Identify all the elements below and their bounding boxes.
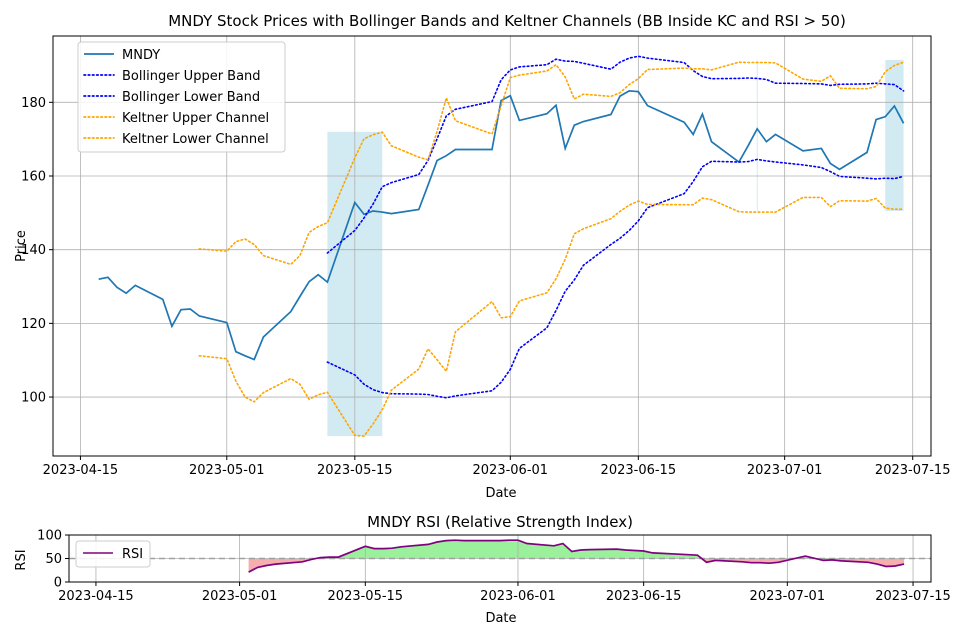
legend-label-price-line-mndy: MNDY — [122, 48, 160, 63]
rsi-legend: RSI — [75, 540, 151, 568]
price-y-tick-label: 160 — [21, 170, 46, 185]
rsi-y-tick-label: 100 — [37, 529, 62, 544]
price-x-tick-label: 2023-05-15 — [317, 463, 393, 478]
legend-label-bollinger-upper-line: Bollinger Upper Band — [122, 69, 261, 84]
price-gridlines — [53, 36, 931, 456]
keltner-lower-line — [198, 196, 905, 437]
squeeze-region-3 — [885, 59, 904, 211]
rsi-x-tick-label: 2023-06-15 — [606, 589, 682, 604]
rsi-y-ticks: 0 50 100 — [37, 529, 69, 591]
rsi-legend-box — [75, 540, 151, 568]
legend-label-keltner-upper-line: Keltner Upper Channel — [122, 111, 269, 126]
rsi-series-line — [248, 539, 905, 573]
rsi-fill-below-50 — [701, 558, 795, 564]
rsi-x-ticks: 2023-04-15 2023-05-01 2023-05-15 2023-06-01… — [58, 582, 951, 604]
rsi-chart-title: MNDY RSI (Relative Strength Index) — [367, 513, 633, 531]
rsi-x-tick-label: 2023-07-01 — [750, 589, 826, 604]
price-legend-box — [77, 41, 286, 153]
rsi-y-tick-label: 0 — [54, 576, 62, 591]
bollinger-lower-line — [326, 158, 905, 399]
rsi-chart: MNDY RSI (Relative Strength Index) 2023-… — [14, 513, 951, 626]
rsi-x-tick-label: 2023-06-01 — [480, 589, 556, 604]
price-y-tick-label: 140 — [21, 243, 46, 258]
price-x-tick-label: 2023-06-15 — [601, 463, 677, 478]
price-y-ticks: 100 120 140 160 180 — [21, 96, 53, 406]
price-x-tick-label: 2023-06-01 — [473, 463, 549, 478]
keltner-upper-line — [198, 61, 905, 266]
rsi-legend-label: RSI — [122, 547, 143, 562]
rsi-line — [248, 539, 905, 573]
rsi-x-tick-label: 2023-05-15 — [328, 589, 404, 604]
price-y-tick-label: 100 — [21, 391, 46, 406]
price-line-mndy — [98, 90, 905, 361]
rsi-fill-below-50 — [815, 558, 905, 567]
squeeze-region-2 — [756, 59, 758, 211]
price-x-tick-label: 2023-07-01 — [747, 463, 823, 478]
rsi-fill-above-50 — [315, 540, 702, 559]
legend-label-bollinger-lower-line: Bollinger Lower Band — [122, 90, 260, 105]
price-axes-frame — [52, 35, 932, 457]
price-x-tick-label: 2023-04-15 — [43, 463, 119, 478]
price-chart: MNDY Stock Prices with Bollinger Bands a… — [14, 12, 950, 501]
rsi-y-axis-label: RSI — [14, 549, 29, 570]
rsi-x-axis-label: Date — [485, 611, 516, 626]
price-chart-title: MNDY Stock Prices with Bollinger Bands a… — [168, 12, 846, 30]
rsi-x-tick-label: 2023-05-01 — [202, 589, 278, 604]
price-x-tick-label: 2023-07-15 — [875, 463, 951, 478]
rsi-x-tick-label: 2023-04-15 — [58, 589, 134, 604]
price-series-lines — [98, 55, 905, 437]
price-x-tick-label: 2023-05-01 — [189, 463, 265, 478]
price-y-axis-label: Price — [14, 230, 29, 262]
price-y-tick-label: 120 — [21, 317, 46, 332]
rsi-x-tick-label: 2023-07-15 — [875, 589, 951, 604]
price-x-ticks: 2023-04-15 2023-05-01 2023-05-15 2023-06-01… — [43, 456, 951, 478]
rsi-y-tick-label: 50 — [45, 552, 62, 567]
price-legend: MNDY Bollinger Upper Band Bollinger Lower … — [77, 41, 286, 153]
legend-label-keltner-lower-line: Keltner Lower Channel — [122, 132, 269, 147]
price-x-axis-label: Date — [485, 486, 516, 501]
price-y-tick-label: 180 — [21, 96, 46, 111]
